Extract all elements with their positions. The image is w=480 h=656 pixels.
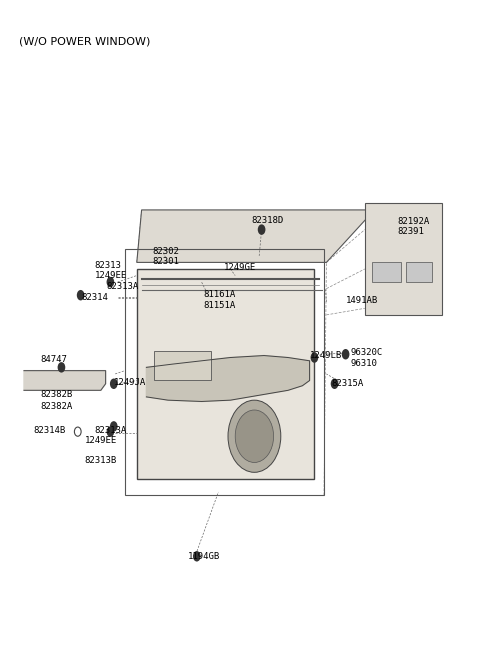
Text: 82313: 82313: [95, 260, 121, 270]
Text: 1249EE: 1249EE: [95, 271, 127, 280]
Text: 82318D: 82318D: [252, 216, 284, 225]
Circle shape: [228, 400, 281, 472]
Text: 96320C: 96320C: [350, 348, 383, 358]
Circle shape: [77, 290, 84, 300]
Text: 81151A: 81151A: [203, 300, 235, 310]
Text: 1249GE: 1249GE: [224, 263, 256, 272]
Circle shape: [58, 362, 65, 373]
Polygon shape: [137, 210, 374, 262]
Polygon shape: [365, 203, 442, 315]
Circle shape: [342, 349, 349, 359]
Polygon shape: [137, 269, 314, 479]
Text: 82314B: 82314B: [34, 426, 66, 435]
Text: 82313B: 82313B: [84, 456, 116, 465]
Circle shape: [311, 352, 318, 363]
Text: 82314: 82314: [82, 293, 108, 302]
Circle shape: [331, 379, 338, 389]
Text: 84747: 84747: [41, 355, 68, 364]
Text: 1194GB: 1194GB: [188, 552, 220, 561]
Text: 82391: 82391: [397, 227, 424, 236]
Text: 1249JA: 1249JA: [114, 378, 146, 387]
Text: (W/O POWER WINDOW): (W/O POWER WINDOW): [19, 36, 151, 46]
Bar: [125, 249, 324, 495]
Text: 96310: 96310: [350, 359, 377, 368]
Polygon shape: [146, 356, 310, 401]
Text: 82313A: 82313A: [95, 426, 127, 436]
Text: 82315A: 82315A: [331, 379, 363, 388]
Circle shape: [193, 551, 201, 562]
Bar: [154, 351, 211, 380]
Circle shape: [107, 277, 114, 287]
Text: 82313A: 82313A: [107, 282, 139, 291]
Bar: [406, 262, 432, 282]
Text: 1249EE: 1249EE: [85, 436, 117, 445]
Circle shape: [110, 379, 118, 389]
Bar: [372, 262, 401, 282]
Text: 82301: 82301: [152, 257, 179, 266]
Circle shape: [107, 426, 114, 437]
Text: 81161A: 81161A: [203, 290, 235, 299]
Text: 82382A: 82382A: [41, 401, 73, 411]
Circle shape: [110, 421, 118, 432]
Text: 1249LB: 1249LB: [310, 351, 342, 360]
Circle shape: [258, 224, 265, 235]
Circle shape: [235, 410, 274, 462]
Text: 1491AB: 1491AB: [346, 296, 378, 305]
Text: 82302: 82302: [152, 247, 179, 256]
Text: 82192A: 82192A: [397, 216, 430, 226]
Polygon shape: [24, 371, 106, 390]
Text: 82382B: 82382B: [41, 390, 73, 400]
